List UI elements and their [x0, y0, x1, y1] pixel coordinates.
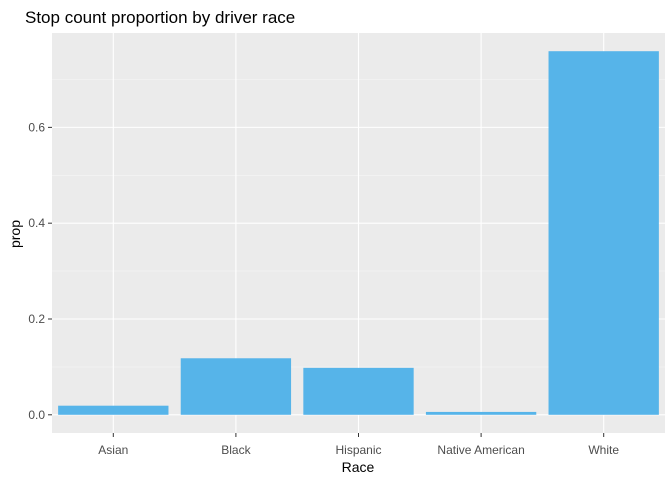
bar-asian: [58, 405, 169, 415]
x-axis: Asian Black Hispanic Native American White: [98, 433, 619, 457]
bar-white: [548, 51, 659, 415]
y-tick-label: 0.6: [28, 120, 45, 134]
x-tick-label: Hispanic: [335, 443, 381, 457]
x-tick-label: Native American: [437, 443, 524, 457]
x-tick-label: Asian: [98, 443, 128, 457]
bar-hispanic: [303, 367, 414, 415]
bar-native-american: [425, 411, 537, 415]
y-tick-label: 0.2: [28, 312, 45, 326]
bars: [58, 51, 659, 415]
y-tick-label: 0.0: [28, 408, 45, 422]
x-tick-label: White: [588, 443, 619, 457]
y-tick-label: 0.4: [28, 216, 45, 230]
y-axis: 0.0 0.2 0.4 0.6: [28, 120, 52, 422]
x-axis-title: Race: [342, 459, 375, 475]
chart-title: Stop count proportion by driver race: [25, 8, 295, 27]
x-tick-label: Black: [221, 443, 251, 457]
bar-black: [180, 358, 292, 415]
y-axis-title: prop: [7, 220, 23, 248]
